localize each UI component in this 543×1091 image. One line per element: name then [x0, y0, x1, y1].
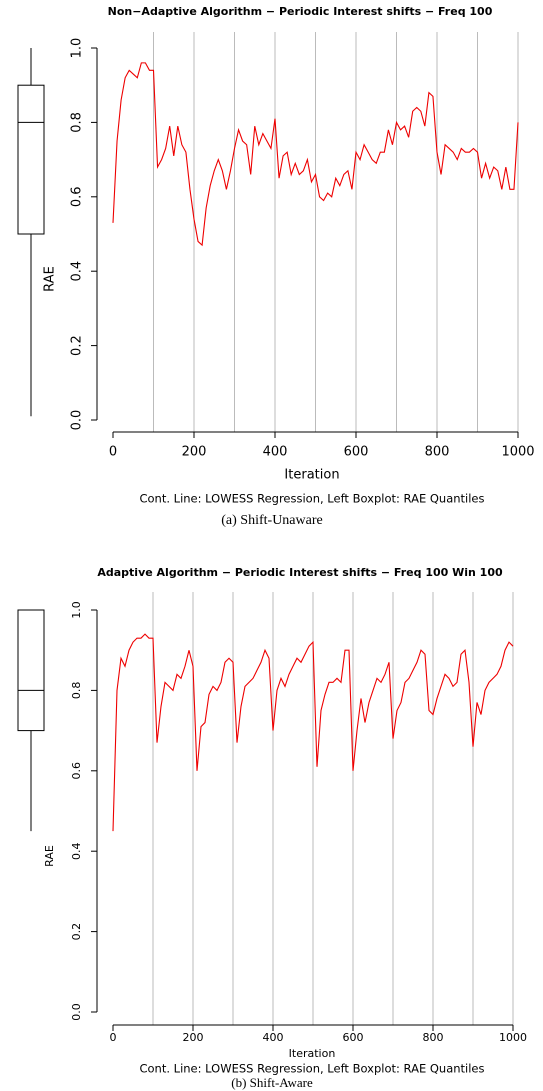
y-tick-label: 0.4	[70, 261, 85, 282]
footnote: Cont. Line: LOWESS Regression, Left Boxp…	[139, 1062, 484, 1076]
y-tick-label: 0.0	[70, 410, 85, 431]
x-tick-label: 400	[263, 1031, 284, 1044]
y-tick-label: 0.2	[70, 335, 85, 356]
x-axis-label: Iteration	[284, 468, 339, 483]
caption: (b) Shift-Aware	[231, 1075, 313, 1090]
x-tick-label: 200	[183, 1031, 204, 1044]
x-axis-label: Iteration	[289, 1047, 336, 1060]
series-line	[112, 62, 519, 247]
footnote: Cont. Line: LOWESS Regression, Left Boxp…	[139, 492, 484, 506]
y-tick-label: 1.0	[70, 38, 85, 59]
x-tick-label: 0	[110, 1031, 117, 1044]
x-tick-label: 200	[182, 445, 207, 460]
y-tick-label: 0.0	[70, 1003, 83, 1021]
chart-title: Adaptive Algorithm − Periodic Interest s…	[97, 566, 503, 579]
series-line	[112, 633, 514, 832]
caption: (a) Shift-Unaware	[221, 513, 322, 528]
box	[17, 84, 45, 235]
chart-title: Non−Adaptive Algorithm − Periodic Intere…	[108, 5, 493, 18]
box	[17, 609, 45, 732]
x-tick-label: 800	[425, 445, 450, 460]
x-tick-label: 400	[263, 445, 288, 460]
x-tick-label: 800	[423, 1031, 444, 1044]
y-tick-label: 0.6	[70, 186, 85, 207]
y-tick-label: 0.2	[70, 923, 83, 941]
y-tick-label: 0.4	[70, 842, 83, 860]
x-tick-label: 0	[109, 445, 117, 460]
y-tick-label: 0.6	[70, 762, 83, 780]
x-tick-label: 600	[344, 445, 369, 460]
y-axis-label: RAE	[43, 266, 58, 292]
x-tick-label: 1000	[501, 445, 534, 460]
y-axis-label: RAE	[43, 845, 56, 867]
y-tick-label: 1.0	[70, 601, 83, 619]
x-tick-label: 1000	[499, 1031, 527, 1044]
y-tick-label: 0.8	[70, 682, 83, 700]
y-tick-label: 0.8	[70, 112, 85, 133]
x-tick-label: 600	[343, 1031, 364, 1044]
